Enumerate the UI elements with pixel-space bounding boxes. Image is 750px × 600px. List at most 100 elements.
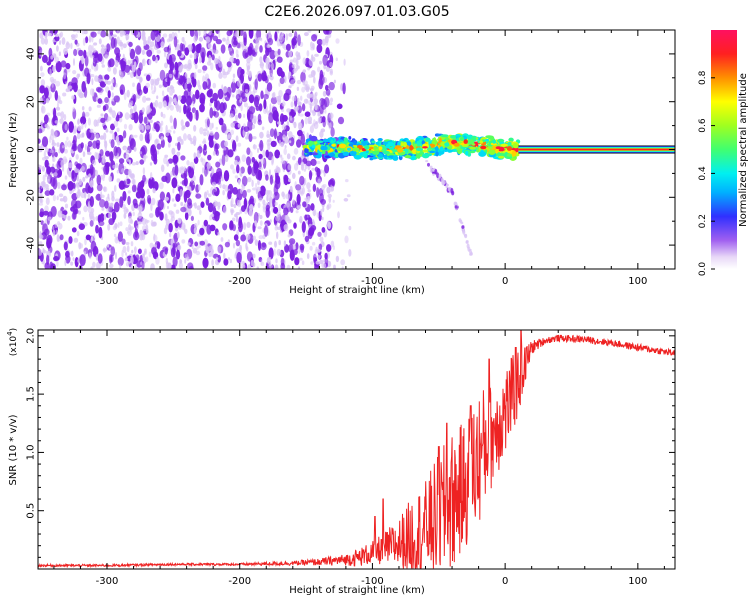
noise-cell [68,85,73,90]
ridge-cell [402,141,407,148]
noise-cell [300,161,305,167]
noise-cell [132,198,138,206]
noise-cell [92,140,98,149]
noise-cell [71,143,77,152]
noise-cell [234,159,238,166]
noise-cell [159,69,166,81]
drift-cell [454,205,458,209]
noise-cell [259,139,264,152]
noise-cell [127,228,132,236]
noise-cell [277,121,282,125]
noise-cell [172,256,178,267]
noise-cell [192,175,196,182]
ridge-cell [500,143,509,147]
noise-cell [89,220,94,227]
ridge-cell [377,138,383,142]
noise-cell [193,35,197,43]
noise-cell [125,242,130,245]
noise-cell [336,103,343,110]
noise-cell [329,112,334,119]
noise-cell [56,160,61,170]
noise-cell [65,42,71,50]
noise-cell [161,175,168,182]
noise-cell [222,223,228,231]
noise-cell [241,184,245,188]
noise-cell [89,180,94,188]
noise-cell [269,219,272,223]
noise-cell [142,225,147,232]
noise-cell [159,182,164,190]
noise-cell [82,151,86,158]
noise-cell [60,111,65,119]
spectrogram-heatmap [38,30,675,269]
noise-cell [313,209,316,217]
noise-cell [118,116,123,123]
noise-cell [195,193,202,199]
noise-cell [39,199,43,203]
noise-cell [193,152,197,159]
noise-cell [139,151,143,155]
noise-cell [100,194,105,199]
noise-cell [111,110,117,119]
noise-cell [239,30,244,36]
noise-cell [118,69,122,76]
noise-cell [57,222,63,230]
noise-cell [198,36,204,42]
noise-cell [219,183,222,189]
noise-cell [300,245,304,253]
noise-cell [40,65,43,72]
noise-cell [247,46,253,52]
noise-cell [324,164,330,174]
noise-cell [95,193,102,201]
noise-cell [193,113,196,119]
noise-cell [128,41,133,48]
noise-cell [38,241,43,246]
noise-cell [173,130,176,134]
y-tick-label: 0.5 [25,503,36,519]
noise-cell [307,30,312,33]
ridge-cell [460,136,464,141]
noise-cell [284,244,290,253]
noise-cell [211,49,217,55]
noise-cell [90,31,97,38]
noise-cell [90,266,94,269]
y-tick-label: 0 [26,146,37,152]
noise-cell [39,49,43,57]
ridge-cell [317,140,324,143]
noise-cell [107,66,112,72]
noise-cell [189,30,195,37]
noise-cell [180,206,187,213]
noise-cell [195,89,200,100]
noise-cell [206,162,211,169]
figure-title: C2E6.2026.097.01.03.G05 [264,4,449,20]
noise-cell [68,162,73,169]
ridge-cell [434,146,439,152]
snr-y-multiplier: (x104) [6,328,19,356]
noise-cell [44,190,51,197]
noise-cell [88,44,93,53]
noise-cell [190,215,194,221]
noise-cell [317,66,321,73]
ridge-cell [322,138,330,143]
noise-cell [115,135,120,143]
noise-cell [154,30,159,37]
noise-cell [288,136,295,147]
noise-cell [84,111,90,117]
noise-cell [157,199,164,211]
noise-cell [131,184,137,193]
noise-cell [280,160,286,164]
noise-cell [169,90,174,96]
noise-cell [38,182,41,189]
noise-cell [54,223,58,228]
colorbar-tick-label: 0.2 [698,214,708,228]
noise-cell [88,35,92,43]
noise-cell [270,72,273,77]
noise-cell [183,90,188,98]
noise-cell [122,180,126,190]
noise-cell [145,82,150,89]
ridge-cell [474,141,478,144]
noise-cell [304,32,309,37]
noise-cell [285,193,291,200]
ridge-cell [498,148,504,152]
noise-cell [139,77,143,84]
